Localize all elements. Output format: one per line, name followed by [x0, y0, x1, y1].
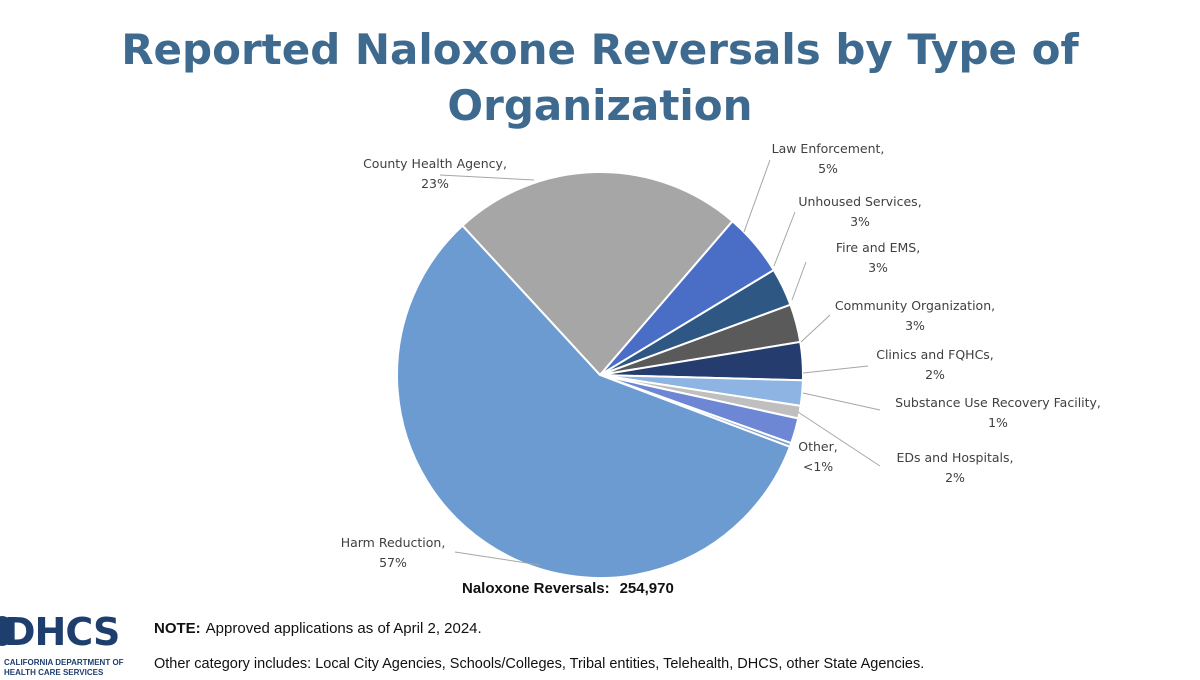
leader-line-2 — [773, 211, 796, 267]
leader-line-0 — [439, 174, 535, 181]
slice-label-9: Harm Reduction, — [341, 535, 446, 550]
slice-label-0: County Health Agency, — [363, 156, 507, 171]
slice-label-4: Community Organization, — [835, 298, 995, 313]
slice-pct-5: 2% — [925, 367, 945, 382]
total-label: Naloxone Reversals: — [462, 580, 610, 597]
leader-line-3 — [791, 261, 807, 301]
slice-pct-3: 3% — [868, 260, 888, 275]
note: NOTE: Approved applications as of April 2… — [154, 620, 482, 637]
slice-pct-8: <1% — [803, 459, 833, 474]
slice-pct-2: 3% — [850, 214, 870, 229]
logo-line1: CALIFORNIA DEPARTMENT OF — [4, 658, 124, 667]
note-text: Approved applications as of April 2, 202… — [205, 620, 482, 637]
leader-line-4 — [800, 314, 831, 343]
slice-pct-6: 1% — [988, 415, 1008, 430]
slice-label-1: Law Enforcement, — [772, 141, 885, 156]
leader-line-5 — [802, 365, 869, 374]
slice-pct-0: 23% — [421, 176, 449, 191]
total-reversals: Naloxone Reversals: 254,970 — [462, 580, 674, 597]
other-category-note: Other category includes: Local City Agen… — [154, 656, 925, 672]
leader-line-1 — [743, 159, 771, 233]
slice-label-2: Unhoused Services, — [798, 194, 921, 209]
pie-slice-0 — [461, 171, 734, 377]
logo-line2: HEALTH CARE SERVICES — [4, 668, 104, 677]
pie-slice-9 — [396, 224, 792, 579]
slice-pct-9: 57% — [379, 555, 407, 570]
dhcs-logo: DHCS CALIFORNIA DEPARTMENT OF HEALTH CAR… — [0, 612, 140, 680]
slice-label-5: Clinics and FQHCs, — [876, 347, 994, 362]
logo-mark: DHCS — [4, 610, 120, 654]
slice-label-3: Fire and EMS, — [836, 240, 920, 255]
logo-arc-icon — [0, 616, 14, 646]
slice-label-8: Other, — [798, 439, 837, 454]
slice-pct-4: 3% — [905, 318, 925, 333]
leader-line-6 — [802, 392, 881, 411]
note-label: NOTE: — [154, 620, 201, 637]
page-title: Reported Naloxone Reversals by Type of O… — [121, 25, 1079, 130]
slice-label-7: EDs and Hospitals, — [897, 450, 1014, 465]
slice-pct-7: 2% — [945, 470, 965, 485]
total-value: 254,970 — [619, 580, 674, 597]
slice-pct-1: 5% — [818, 161, 838, 176]
slice-label-6: Substance Use Recovery Facility, — [895, 395, 1101, 410]
leader-line-9 — [454, 551, 541, 566]
leader-line-7 — [797, 411, 881, 467]
